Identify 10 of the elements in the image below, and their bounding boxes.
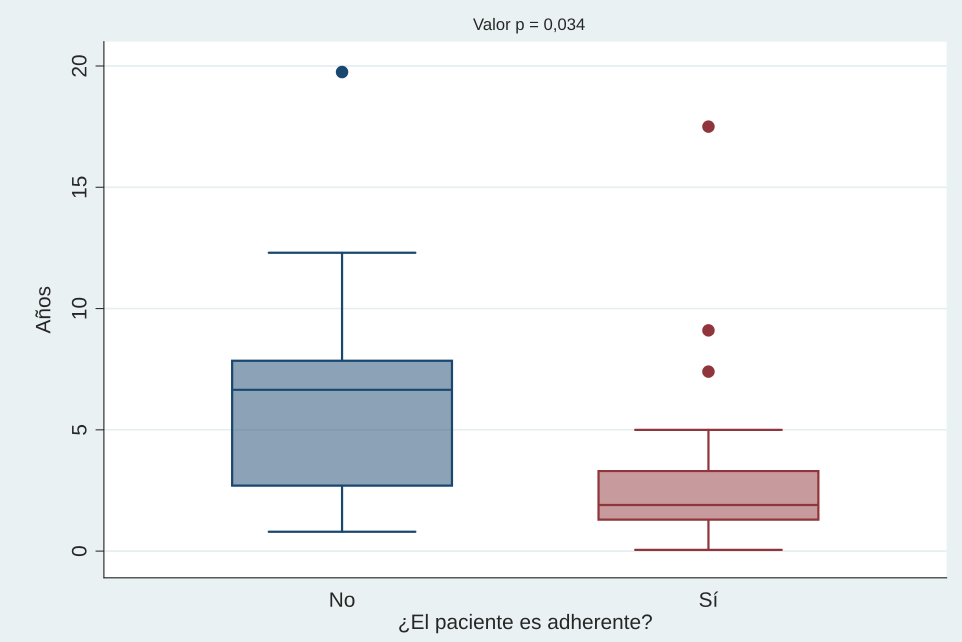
y-tick-label: 0 — [72, 546, 87, 556]
y-tick-label: 5 — [72, 424, 87, 435]
x-axis-title: ¿El paciente es adherente? — [399, 614, 652, 634]
y-axis-title: Años — [35, 286, 50, 334]
y-tick-label: 10 — [72, 298, 87, 319]
y-tick-label: 15 — [72, 176, 87, 198]
y-tick-label: 20 — [72, 55, 87, 77]
chart-title: Valor p = 0,034 — [473, 18, 585, 34]
x-tick-label: No — [330, 592, 354, 607]
x-tick-label: Sí — [700, 591, 718, 607]
